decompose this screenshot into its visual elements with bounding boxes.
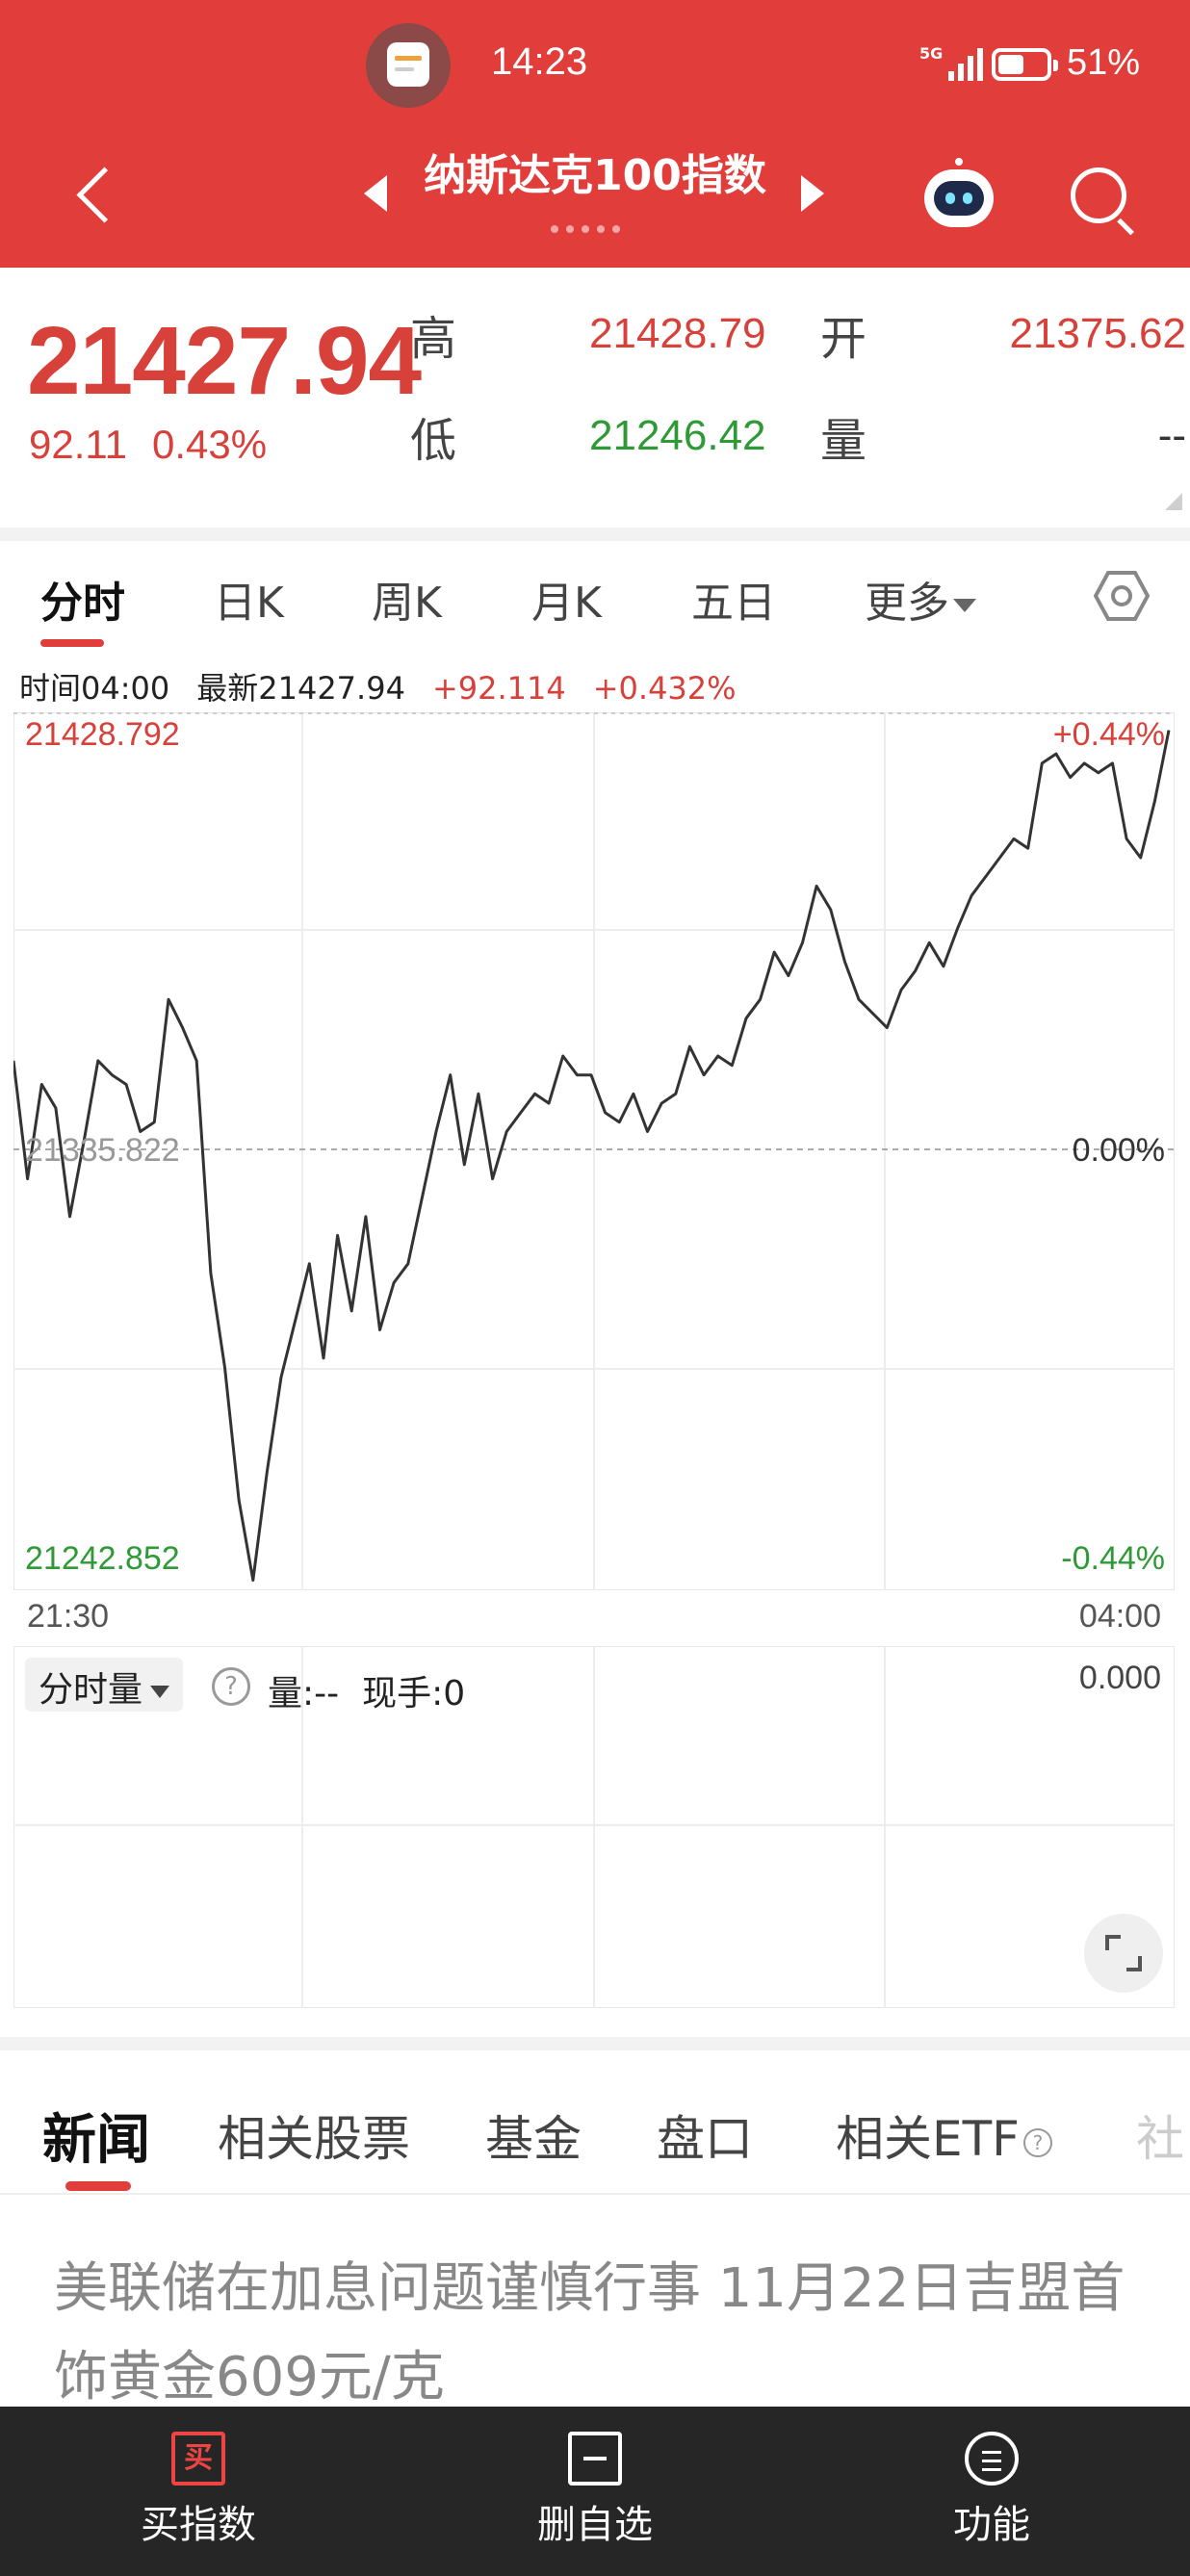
nav-bar: 纳斯达克100指数 xyxy=(0,135,1190,268)
chevron-down-icon xyxy=(953,599,976,612)
price-series xyxy=(13,730,1171,1582)
volume-chart[interactable] xyxy=(13,1646,1175,2008)
open-label: 开 xyxy=(820,312,867,366)
active-tab-indicator xyxy=(65,2181,131,2191)
status-time: 14:23 xyxy=(491,40,588,83)
intraday-price-chart[interactable]: 21428.792 21335.822 21242.852 +0.44% 0.0… xyxy=(13,712,1175,1590)
open-value: 21375.62 xyxy=(1009,310,1186,357)
tab-intraday[interactable]: 分时 xyxy=(40,579,125,628)
change-abs: 92.11 xyxy=(29,422,127,467)
assistant-robot-icon[interactable] xyxy=(918,158,999,235)
volume-type-dropdown[interactable]: 分时量 xyxy=(25,1658,184,1712)
buy-index-label: 买指数 xyxy=(141,2503,256,2547)
tab-community[interactable]: 社 xyxy=(1136,2111,1184,2167)
pct-mid-label: 0.00% xyxy=(1073,1132,1165,1169)
price-line xyxy=(13,730,1171,1582)
low-value: 21246.42 xyxy=(589,412,766,459)
high-value: 21428.79 xyxy=(589,310,766,357)
volume-label: 量 xyxy=(820,414,867,468)
help-icon[interactable]: ? xyxy=(212,1667,250,1706)
y-mid-label: 21335.822 xyxy=(25,1132,180,1169)
pct-high-label: +0.44% xyxy=(1053,716,1165,753)
tab-more-label: 更多 xyxy=(865,579,949,628)
functions-button[interactable]: 功能 xyxy=(876,2432,1107,2549)
volume-type-label: 分时量 xyxy=(39,1670,143,1710)
volume-amount: 量:-- xyxy=(268,1674,340,1713)
status-bar: 14:23 5G 51% xyxy=(0,0,1190,135)
pct-low-label: -0.44% xyxy=(1061,1540,1165,1577)
help-icon: ? xyxy=(1022,2127,1052,2157)
search-icon[interactable] xyxy=(1063,160,1140,237)
remove-watchlist-label: 删自选 xyxy=(537,2503,653,2547)
battery-percent: 51% xyxy=(1067,42,1141,83)
minus-box-icon xyxy=(568,2432,622,2486)
pager-dots xyxy=(549,219,645,239)
tab-related-stocks[interactable]: 相关股票 xyxy=(218,2111,410,2167)
chevron-down-icon xyxy=(150,1685,170,1698)
volume-value: -- xyxy=(1157,412,1186,459)
app-header: 14:23 5G 51% 纳斯达克100指数 xyxy=(0,0,1190,268)
functions-label: 功能 xyxy=(953,2503,1030,2547)
low-label: 低 xyxy=(410,414,457,468)
tab-related-etf-label: 相关ETF xyxy=(836,2111,1020,2167)
divider xyxy=(0,528,1190,541)
price-change: 92.11 0.43% xyxy=(29,422,267,468)
next-index-arrow[interactable] xyxy=(801,175,824,212)
y-high-label: 21428.792 xyxy=(25,716,180,753)
tab-related-etf[interactable]: 相关ETF? xyxy=(836,2100,1052,2170)
active-tab-indicator xyxy=(40,639,104,647)
tab-weekly-k[interactable]: 周K xyxy=(372,579,442,628)
chart-tabs: 分时 日K 周K 月K 五日 更多 xyxy=(0,541,1190,652)
remove-watchlist-button[interactable]: 删自选 xyxy=(479,2432,711,2549)
news-tabs: 新闻 相关股票 基金 盘口 相关ETF? 社 xyxy=(0,2050,1190,2195)
quote-panel: 21427.94 92.11 0.43% 高 21428.79 开 21375.6… xyxy=(0,268,1190,528)
tab-news[interactable]: 新闻 xyxy=(42,2109,150,2172)
x-end-label: 04:00 xyxy=(1078,1598,1161,1635)
current-price: 21427.94 xyxy=(27,307,422,415)
info-change: +92.114 xyxy=(431,670,566,707)
crosshair-info: 时间04:00 最新21427.94 +92.114 +0.432% xyxy=(19,664,1175,708)
bottom-action-bar: 买 买指数 删自选 功能 xyxy=(0,2407,1190,2576)
buy-icon: 买 xyxy=(171,2432,225,2486)
volume-info: 量:-- 现手:0 xyxy=(268,1665,465,1715)
buy-index-button[interactable]: 买 买指数 xyxy=(83,2432,314,2549)
info-latest: 最新21427.94 xyxy=(196,670,405,707)
floating-app-icon[interactable] xyxy=(366,23,451,108)
tab-daily-k[interactable]: 日K xyxy=(214,579,284,628)
y-low-label: 21242.852 xyxy=(25,1540,180,1577)
info-change-pct: +0.432% xyxy=(592,670,737,707)
battery-icon xyxy=(992,48,1058,81)
settings-hexagon-icon[interactable] xyxy=(1094,567,1150,625)
news-headline[interactable]: 美联储在加息问题谨慎行事 11月22日吉盟首饰黄金609元/克 xyxy=(54,2257,1125,2409)
tab-order-book[interactable]: 盘口 xyxy=(657,2111,753,2167)
prev-index-arrow[interactable] xyxy=(364,175,387,212)
x-start-label: 21:30 xyxy=(27,1598,110,1635)
fullscreen-icon[interactable] xyxy=(1084,1914,1163,1993)
info-time: 时间04:00 xyxy=(19,670,170,707)
current-hand: 现手:0 xyxy=(362,1674,466,1713)
divider xyxy=(0,2037,1190,2050)
page-title: 纳斯达克100指数 xyxy=(424,151,766,200)
signal-icon: 5G xyxy=(919,42,983,81)
change-pct: 0.43% xyxy=(152,422,268,467)
tab-monthly-k[interactable]: 月K xyxy=(531,579,602,628)
volume-axis-max: 0.000 xyxy=(1078,1660,1161,1696)
expand-corner[interactable] xyxy=(1165,493,1182,510)
tab-more[interactable]: 更多 xyxy=(865,568,976,630)
network-type: 5G xyxy=(919,44,944,63)
tab-five-day[interactable]: 五日 xyxy=(691,579,776,628)
high-label: 高 xyxy=(410,312,457,366)
menu-circle-icon xyxy=(965,2432,1019,2486)
tab-funds[interactable]: 基金 xyxy=(485,2111,582,2167)
